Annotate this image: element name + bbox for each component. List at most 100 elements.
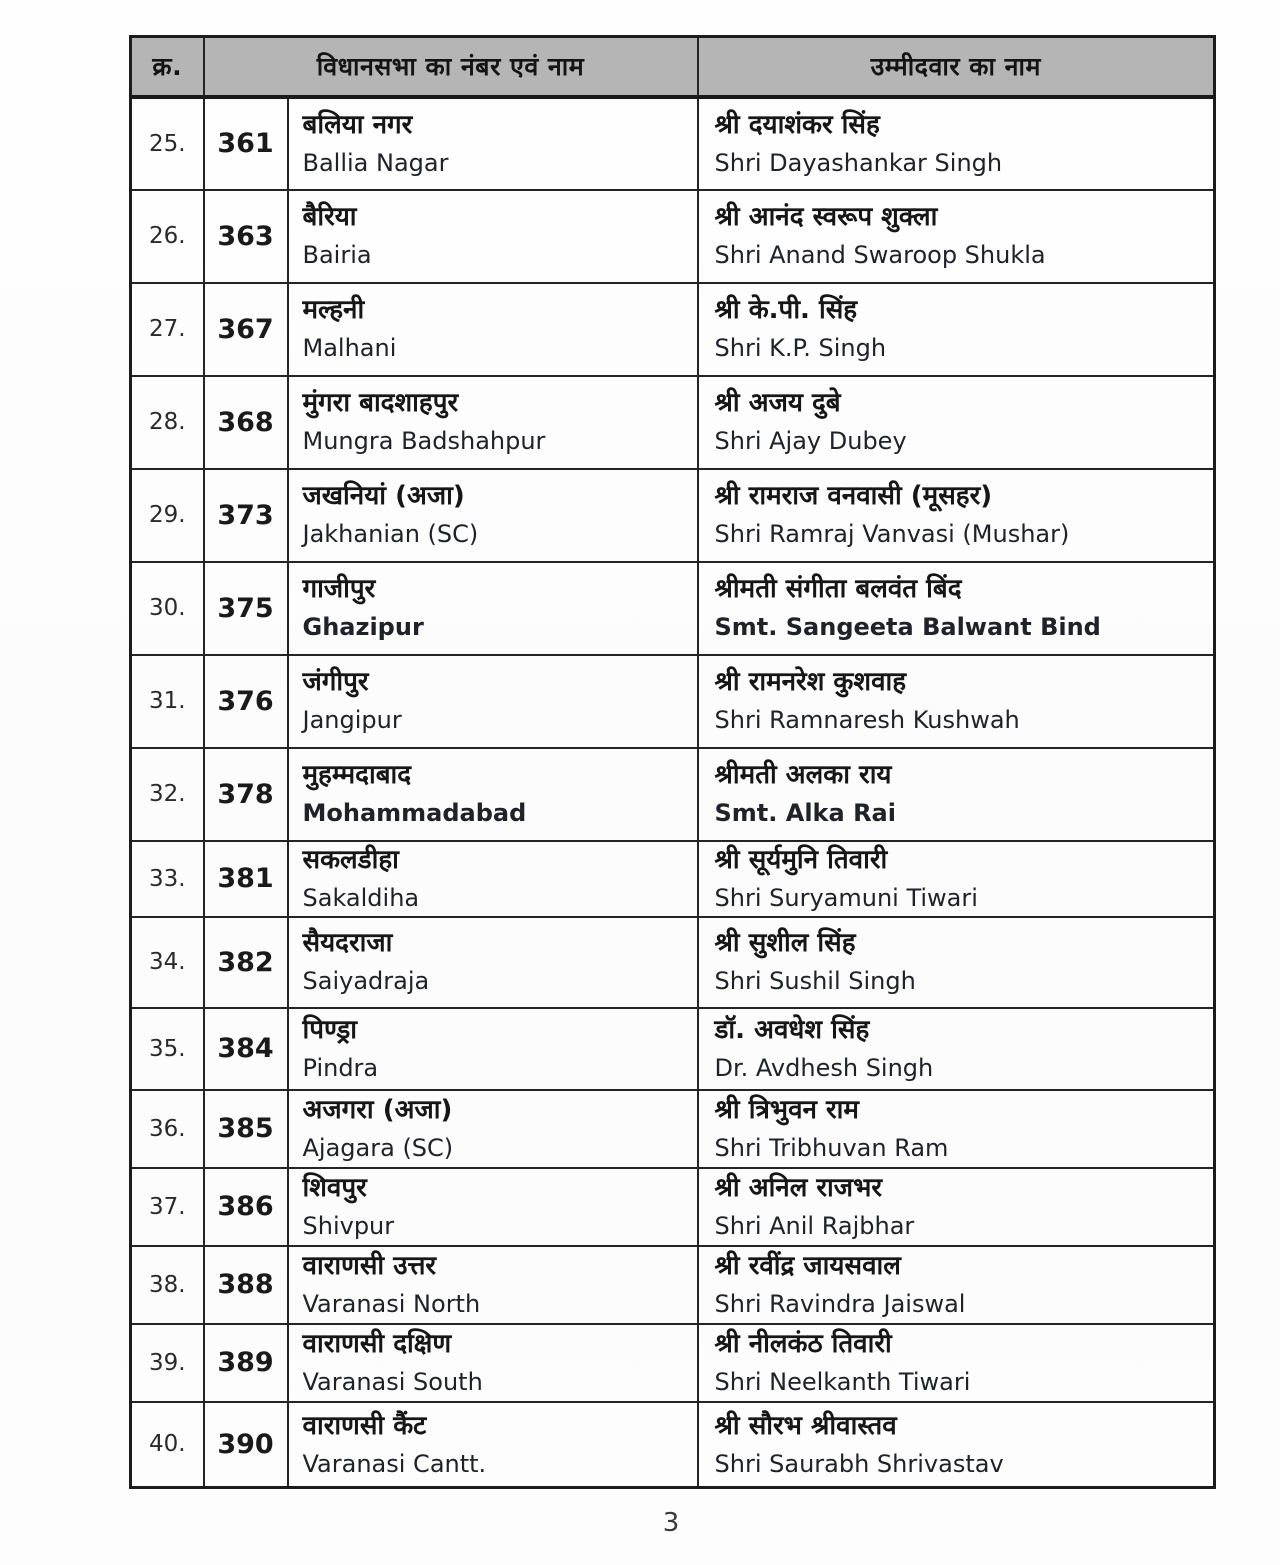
constituency-number: 382 [202,915,289,1009]
constituency-number: 361 [202,95,289,191]
constituency-number: 363 [202,188,289,284]
candidate-name-hindi: श्री सौरभ श्रीवास्तव [714,1410,897,1441]
constituency-name-hindi: पिण्ड्रा [302,1014,358,1045]
constituency-name-english: Mungra Badshahpur [302,427,546,456]
candidate-name-cell: श्रीमती अलका राय Smt. Alka Rai [696,746,1216,842]
candidate-name-cell: श्री रामनरेश कुशवाह Shri Ramnaresh Kushw… [696,653,1216,749]
serial-number: 29. [129,467,205,563]
candidate-name-hindi: श्री रामराज वनवासी (मूसहर) [714,481,993,512]
candidate-name-cell: श्री अनिल राजभर Shri Anil Rajbhar [696,1166,1216,1247]
constituency-name-english: Bairia [302,241,372,270]
candidate-name-english: Shri Suryamuni Tiwari [714,883,978,912]
candidate-name-english: Smt. Sangeeta Balwant Bind [714,613,1101,642]
table-row: 34. 382 सैयदराजा Saiyadraja श्री सुशील स… [129,915,1216,1009]
candidate-name-cell: श्री त्रिभुवन राम Shri Tribhuvan Ram [696,1088,1216,1169]
table-row: 33. 381 सकलडीहा Sakaldiha श्री सूर्यमुनि… [129,839,1216,918]
constituency-name-hindi: सकलडीहा [302,844,399,875]
table-row: 27. 367 मल्हनी Malhani श्री के.पी. सिंह … [129,281,1216,377]
serial-number: 26. [129,188,205,284]
candidate-name-hindi: श्री रवींद्र जायसवाल [714,1250,901,1281]
constituency-name-cell: वाराणसी दक्षिण Varanasi South [286,1322,699,1403]
constituency-name-hindi: अजगरा (अजा) [302,1094,453,1125]
constituency-number: 376 [202,653,289,749]
candidate-name-cell: श्री सौरभ श्रीवास्तव Shri Saurabh Shriva… [696,1400,1216,1489]
constituency-name-english: Shivpur [302,1211,395,1240]
header-candidate: उम्मीदवार का नाम [696,35,1216,99]
serial-number: 27. [129,281,205,377]
constituency-number: 378 [202,746,289,842]
constituency-number: 384 [202,1006,289,1091]
constituency-name-cell: जंगीपुर Jangipur [286,653,699,749]
candidate-name-cell: श्रीमती संगीता बलवंत बिंद Smt. Sangeeta … [696,560,1216,656]
table-row: 28. 368 मुंगरा बादशाहपुर Mungra Badshahp… [129,374,1216,470]
table-body: 25. 361 बलिया नगर Ballia Nagar श्री दयाश… [129,95,1216,1489]
constituency-name-english: Sakaldiha [302,883,420,912]
candidate-name-cell: श्री दयाशंकर सिंह Shri Dayashankar Singh [696,95,1216,191]
candidate-name-english: Shri Sushil Singh [714,967,916,996]
candidate-name-hindi: श्री सूर्यमुनि तिवारी [714,844,888,875]
constituency-number: 373 [202,467,289,563]
table-row: 38. 388 वाराणसी उत्तर Varanasi North श्र… [129,1244,1216,1325]
serial-number: 38. [129,1244,205,1325]
candidate-name-english: Shri Ravindra Jaiswal [714,1289,966,1318]
table-row: 36. 385 अजगरा (अजा) Ajagara (SC) श्री त्… [129,1088,1216,1169]
serial-number: 35. [129,1006,205,1091]
candidate-name-hindi: श्री त्रिभुवन राम [714,1094,859,1125]
serial-number: 25. [129,95,205,191]
table-row: 26. 363 बैरिया Bairia श्री आनंद स्वरूप श… [129,188,1216,284]
candidate-name-hindi: श्री अजय दुबे [714,388,841,419]
candidate-name-english: Smt. Alka Rai [714,799,896,828]
constituency-name-cell: मुंगरा बादशाहपुर Mungra Badshahpur [286,374,699,470]
candidate-name-hindi: श्री रामनरेश कुशवाह [714,667,907,698]
candidate-name-english: Shri Anand Swaroop Shukla [714,241,1046,270]
candidate-name-english: Shri Neelkanth Tiwari [714,1367,971,1396]
constituency-number: 381 [202,839,289,918]
candidate-name-hindi: श्री अनिल राजभर [714,1172,882,1203]
constituency-number: 385 [202,1088,289,1169]
candidate-name-english: Shri Ramnaresh Kushwah [714,706,1020,735]
candidate-name-cell: श्री रवींद्र जायसवाल Shri Ravindra Jaisw… [696,1244,1216,1325]
candidate-name-english: Shri Dayashankar Singh [714,148,1003,177]
page-number: 3 [662,1508,680,1538]
table-row: 35. 384 पिण्ड्रा Pindra डॉ. अवधेश सिंह D… [129,1006,1216,1091]
constituency-number: 386 [202,1166,289,1247]
constituency-number: 367 [202,281,289,377]
candidate-name-hindi: श्रीमती अलका राय [714,760,892,791]
table-row: 37. 386 शिवपुर Shivpur श्री अनिल राजभर S… [129,1166,1216,1247]
table-row: 40. 390 वाराणसी कैंट Varanasi Cantt. श्र… [129,1400,1216,1489]
table-row: 30. 375 गाजीपुर Ghazipur श्रीमती संगीता … [129,560,1216,656]
candidate-name-hindi: श्री दयाशंकर सिंह [714,109,880,140]
constituency-name-cell: बलिया नगर Ballia Nagar [286,95,699,191]
constituency-number: 375 [202,560,289,656]
candidate-name-hindi: श्रीमती संगीता बलवंत बिंद [714,574,962,605]
candidate-name-hindi: श्री आनंद स्वरूप शुक्ला [714,202,938,233]
constituency-name-english: Jakhanian (SC) [302,520,479,549]
candidate-name-cell: श्री नीलकंठ तिवारी Shri Neelkanth Tiwari [696,1322,1216,1403]
constituency-name-english: Jangipur [302,706,402,735]
serial-number: 33. [129,839,205,918]
constituency-name-hindi: मुहम्मदाबाद [302,760,412,791]
candidate-name-english: Shri Anil Rajbhar [714,1211,915,1240]
constituency-name-cell: पिण्ड्रा Pindra [286,1006,699,1091]
candidate-name-english: Shri Ajay Dubey [714,427,907,456]
constituency-name-cell: शिवपुर Shivpur [286,1166,699,1247]
constituency-name-english: Ghazipur [302,613,424,642]
table-header-row: क्र. विधानसभा का नंबर एवं नाम उम्मीदवार … [129,35,1216,99]
candidate-name-english: Shri K.P. Singh [714,334,887,363]
constituency-name-hindi: गाजीपुर [302,574,376,605]
constituency-number: 388 [202,1244,289,1325]
candidate-name-english: Shri Saurabh Shrivastav [714,1449,1004,1478]
candidate-name-cell: श्री सूर्यमुनि तिवारी Shri Suryamuni Tiw… [696,839,1216,918]
table-row: 32. 378 मुहम्मदाबाद Mohammadabad श्रीमती… [129,746,1216,842]
constituency-name-hindi: मल्हनी [302,295,365,326]
constituency-name-cell: गाजीपुर Ghazipur [286,560,699,656]
table-row: 25. 361 बलिया नगर Ballia Nagar श्री दयाश… [129,95,1216,191]
candidate-name-cell: श्री सुशील सिंह Shri Sushil Singh [696,915,1216,1009]
serial-number: 37. [129,1166,205,1247]
constituency-name-english: Varanasi Cantt. [302,1449,487,1478]
constituency-name-cell: अजगरा (अजा) Ajagara (SC) [286,1088,699,1169]
candidate-name-english: Dr. Avdhesh Singh [714,1053,934,1082]
constituency-name-english: Ballia Nagar [302,148,449,177]
serial-number: 28. [129,374,205,470]
constituency-name-cell: जखनियां (अजा) Jakhanian (SC) [286,467,699,563]
